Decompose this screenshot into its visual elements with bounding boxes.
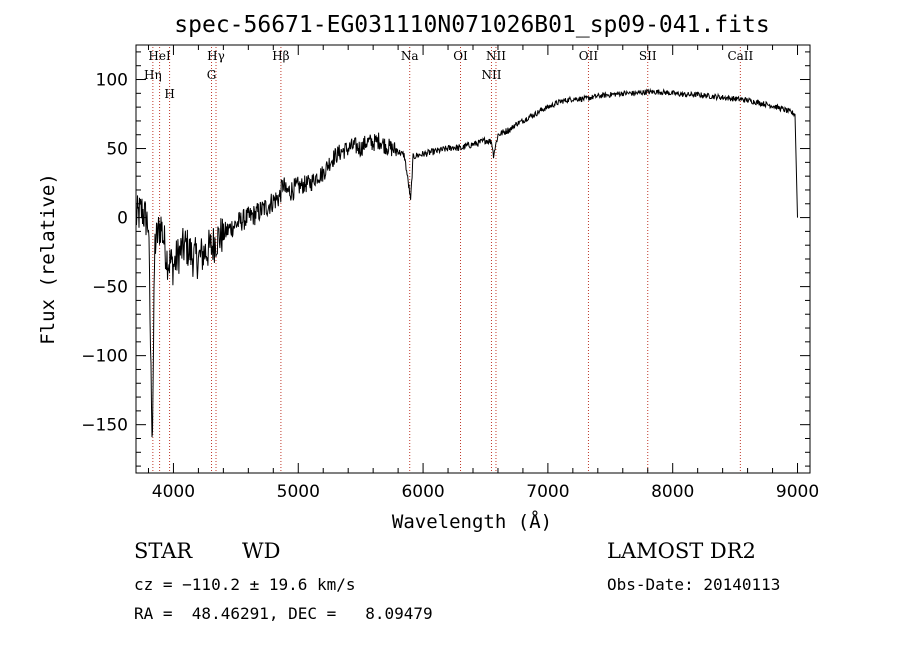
object-subclass: WD [242,539,281,563]
y-axis-label: Flux (relative) [37,173,59,345]
survey-name: LAMOST DR2 [607,539,756,563]
spectral-line-label: CaII [727,49,753,63]
axis-ticks: 4000 5000 6000 7000 8000 9000 −150 −100 −50 0 50 10… [81,45,819,502]
spectral-line-label: H [164,87,174,101]
spectral-line-label: Hγ [207,49,225,63]
y-tick-label: 50 [106,140,128,160]
y-tick-label: 0 [117,209,128,229]
spectral-line-label: OI [453,49,468,63]
spectral-lines: HeI HηH Hγ G Hβ Na OI NII NII OII SII CaII [144,47,754,473]
spectrum-series-line [135,87,798,438]
x-tick-label: 8000 [651,482,694,502]
obs-date: Obs-Date: 20140113 [607,575,781,594]
y-tick-label: 100 [96,71,128,91]
y-tick-label: −150 [81,416,128,436]
plot-frame [135,44,811,474]
y-tick-label: −50 [92,278,128,298]
spectral-line-label: SII [639,49,657,63]
x-axis-label: Wavelength (Å) [392,510,552,533]
x-tick-label: 5000 [277,482,320,502]
redshift-cz: cz = −110.2 ± 19.6 km/s [134,575,356,594]
spectral-line-label: HeI [148,49,171,63]
spectral-line-label: G [207,68,217,82]
x-tick-label: 7000 [526,482,569,502]
x-tick-label: 9000 [776,482,819,502]
x-tick-label: 6000 [401,482,444,502]
spectral-line-label: NII [481,68,501,82]
spectral-line-label: Hβ [272,49,289,63]
spectral-line-label: OII [579,49,599,63]
chart-title: spec-56671-EG031110N071026B01_sp09-041.f… [174,12,769,38]
x-tick-label: 4000 [152,482,195,502]
spectral-line-label: NII [486,49,506,63]
spectral-line-label: Na [401,49,419,63]
spectral-line-label: Hη [144,68,162,82]
coordinates: RA = 48.46291, DEC = 8.09479 [134,604,433,623]
object-class: STAR [134,539,193,563]
y-tick-label: −100 [81,347,128,367]
